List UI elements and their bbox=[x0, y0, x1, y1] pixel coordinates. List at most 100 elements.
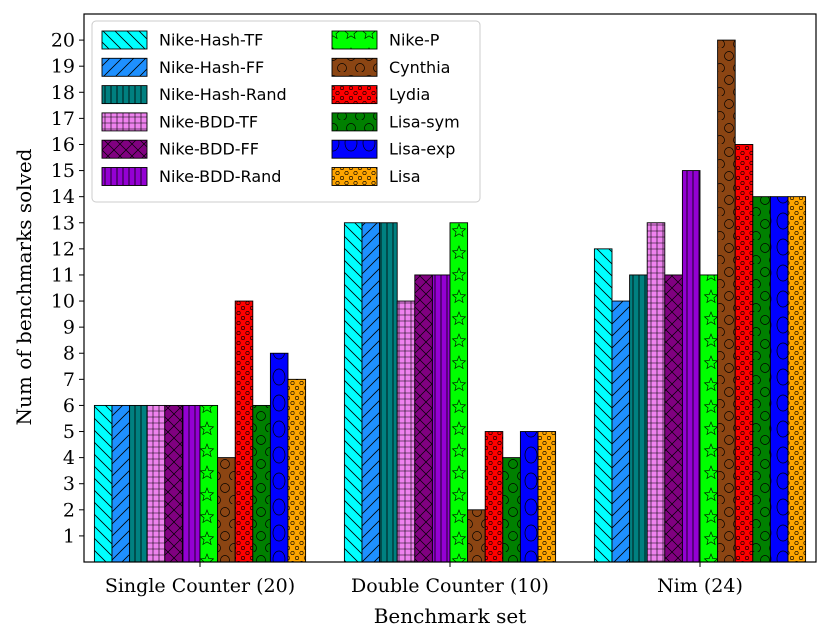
legend-label: Nike-Hash-TF bbox=[159, 31, 263, 50]
bar-lisa-sym-0 bbox=[252, 404, 271, 563]
bar-nike-p-2 bbox=[699, 274, 719, 563]
x-tick-label: Nim (24) bbox=[657, 575, 743, 597]
bar-lisa-2 bbox=[787, 196, 807, 563]
bar-lisa-sym-2 bbox=[752, 196, 771, 563]
bar-hatch bbox=[431, 274, 451, 563]
bar-lisa-1 bbox=[537, 431, 557, 563]
bar-lisa-sym-1 bbox=[502, 457, 521, 563]
y-tick-label: 16 bbox=[51, 134, 75, 156]
y-tick-label: 7 bbox=[63, 369, 75, 391]
y-tick-label: 19 bbox=[51, 56, 75, 78]
y-tick-label: 13 bbox=[51, 212, 75, 234]
bar-cynthia-1 bbox=[467, 509, 486, 563]
legend-label: Nike-BDD-Rand bbox=[159, 167, 281, 186]
bar-hatch bbox=[379, 222, 398, 563]
y-tick-label: 1 bbox=[63, 525, 75, 547]
bar-nike-hash-ff-1 bbox=[361, 222, 381, 563]
legend-label: Lisa bbox=[389, 167, 421, 186]
legend-swatch-hatch bbox=[331, 57, 378, 77]
bar-hatch bbox=[611, 300, 631, 563]
bar-hatch bbox=[217, 457, 236, 563]
y-tick-label: 8 bbox=[63, 343, 75, 365]
bar-nike-hash-tf-2 bbox=[593, 248, 613, 563]
legend-swatch-hatch bbox=[331, 30, 378, 50]
bar-nike-bdd-tf-2 bbox=[646, 222, 666, 563]
bar-hatch bbox=[111, 404, 131, 563]
bar-hatch bbox=[787, 196, 807, 563]
bar-lydia-0 bbox=[234, 300, 254, 563]
bar-hatch bbox=[343, 222, 363, 563]
bar-lisa-0 bbox=[287, 378, 307, 563]
bar-hatch bbox=[593, 248, 613, 563]
legend-label: Lisa-exp bbox=[389, 140, 455, 159]
bar-hatch bbox=[629, 274, 648, 563]
y-tick-label: 3 bbox=[63, 473, 75, 495]
legend-label: Nike-BDD-FF bbox=[159, 140, 259, 159]
x-tick-label: Double Counter (10) bbox=[351, 575, 549, 597]
legend-entry-nike-bdd-tf: Nike-BDD-TF bbox=[101, 112, 258, 131]
legend-entry-nike-bdd-ff: Nike-BDD-FF bbox=[101, 140, 259, 159]
bar-hatch bbox=[93, 404, 113, 563]
y-tick-label: 6 bbox=[63, 395, 75, 417]
bar-nike-hash-rand-0 bbox=[129, 404, 148, 563]
bar-hatch bbox=[164, 404, 183, 563]
bar-nike-hash-ff-0 bbox=[111, 404, 131, 563]
bar-nike-hash-tf-0 bbox=[93, 404, 113, 563]
legend-entry-nike-hash-tf: Nike-Hash-TF bbox=[101, 30, 263, 50]
y-tick-label: 18 bbox=[51, 82, 75, 104]
bars-layer bbox=[93, 39, 807, 563]
bar-hatch bbox=[646, 222, 666, 563]
bar-nike-bdd-ff-2 bbox=[664, 274, 683, 563]
bar-lisa-exp-0 bbox=[269, 352, 289, 563]
bar-nike-bdd-rand-1 bbox=[431, 274, 451, 563]
bar-nike-bdd-ff-1 bbox=[414, 274, 433, 563]
bar-hatch bbox=[361, 222, 381, 563]
legend-swatch-hatch bbox=[331, 112, 378, 132]
bar-lydia-2 bbox=[734, 144, 754, 563]
bar-hatch bbox=[537, 431, 557, 563]
bar-hatch bbox=[734, 144, 754, 563]
bar-hatch bbox=[467, 509, 486, 563]
bar-hatch bbox=[717, 39, 736, 563]
y-tick-label: 11 bbox=[51, 264, 75, 286]
legend-label: Nike-Hash-Rand bbox=[159, 85, 287, 104]
y-tick-label: 4 bbox=[63, 447, 75, 469]
bar-nike-hash-ff-2 bbox=[611, 300, 631, 563]
bar-hatch bbox=[752, 196, 771, 563]
legend-entry-nike-hash-ff: Nike-Hash-FF bbox=[101, 58, 264, 77]
bar-hatch bbox=[252, 404, 271, 563]
bar-nike-bdd-tf-1 bbox=[396, 300, 416, 563]
bar-lisa-exp-1 bbox=[519, 431, 539, 563]
bar-hatch bbox=[519, 431, 539, 563]
x-tick-label: Single Counter (20) bbox=[105, 575, 295, 597]
legend-label: Lisa-sym bbox=[389, 112, 460, 131]
legend-entry-cynthia: Cynthia bbox=[331, 57, 450, 77]
bar-nike-p-0 bbox=[199, 404, 219, 563]
bar-cynthia-0 bbox=[217, 457, 236, 563]
bar-nike-bdd-tf-0 bbox=[146, 404, 166, 563]
bar-hatch bbox=[681, 170, 701, 563]
legend: Nike-Hash-TF Nike-Hash-FF Nike-Hash-Rand Ni… bbox=[91, 20, 481, 203]
legend-swatch-hatch bbox=[101, 85, 148, 105]
bar-cynthia-2 bbox=[717, 39, 736, 563]
legend-label: Nike-BDD-TF bbox=[159, 112, 258, 131]
x-axis-title: Benchmark set bbox=[374, 604, 527, 628]
bar-hatch bbox=[769, 196, 789, 563]
y-tick-label: 9 bbox=[63, 317, 75, 339]
bar-nike-hash-rand-2 bbox=[629, 274, 648, 563]
legend-swatch-hatch bbox=[331, 85, 378, 105]
bar-hatch bbox=[484, 431, 504, 563]
bar-lisa-exp-2 bbox=[769, 196, 789, 563]
bar-hatch bbox=[414, 274, 433, 563]
legend-entry-nike-bdd-rand: Nike-BDD-Rand bbox=[101, 167, 281, 186]
y-tick-label: 2 bbox=[63, 499, 75, 521]
bar-nike-p-1 bbox=[449, 222, 469, 563]
bar-nike-bdd-rand-2 bbox=[681, 170, 701, 563]
legend-entry-nike-hash-rand: Nike-Hash-Rand bbox=[101, 85, 287, 105]
legend-swatch-hatch bbox=[101, 30, 148, 50]
y-tick-label: 10 bbox=[51, 291, 75, 313]
legend-entry-lisa-exp: Lisa-exp bbox=[331, 140, 455, 159]
legend-label: Cynthia bbox=[389, 58, 450, 77]
